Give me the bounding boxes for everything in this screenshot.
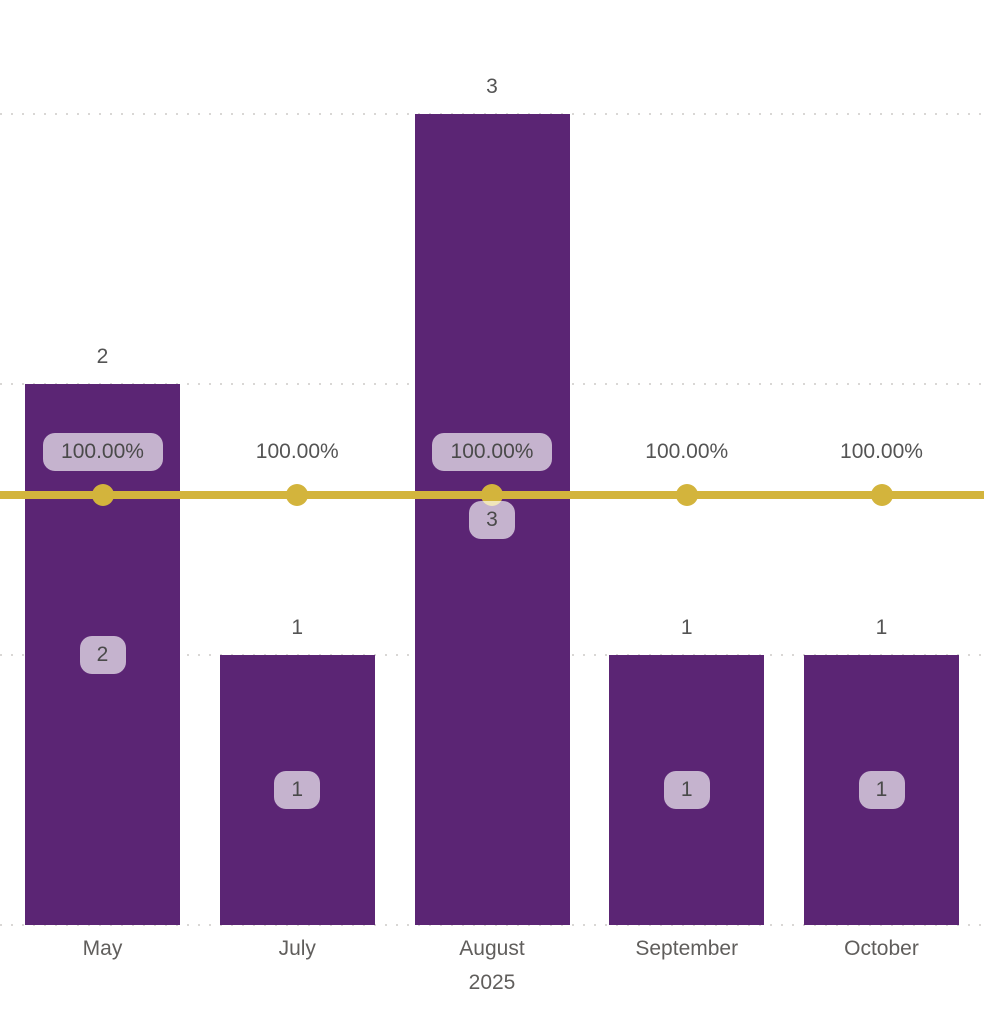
bar-inside-badge-may: 2 (79, 635, 126, 674)
bar-inside-badge-august: 3 (469, 500, 515, 539)
x-tick-october[interactable]: October (787, 932, 977, 966)
line-marker-july[interactable] (286, 483, 309, 506)
percent-label-september: 100.00% (645, 440, 729, 463)
x-tick-september[interactable]: September (592, 932, 782, 966)
bar-value-label-september: 1 (680, 615, 693, 639)
line-marker-september[interactable] (675, 483, 698, 506)
gridline-0 (0, 924, 984, 926)
percent-label-july: 100.00% (255, 440, 339, 463)
x-tick-label-september: September (635, 937, 739, 960)
x-tick-label-july: July (278, 937, 316, 960)
x-tick-may[interactable]: May (8, 932, 198, 966)
bar-value-label-october: 1 (875, 615, 888, 639)
percent-label-august: 100.00% (432, 433, 552, 471)
bar-inside-badge-september: 1 (663, 770, 710, 809)
x-tick-sublabel-august: 2025 (468, 971, 516, 994)
x-tick-august[interactable]: August 2025 (397, 932, 587, 1000)
bar-value-label-july: 1 (291, 615, 304, 639)
bar-value-label-may: 2 (96, 345, 109, 369)
percent-label-october: 100.00% (840, 440, 923, 463)
line-marker-october[interactable] (870, 483, 893, 506)
bar-value-label-august: 3 (486, 75, 498, 98)
percent-label-may: 100.00% (42, 433, 163, 471)
x-tick-july[interactable]: July (202, 932, 392, 966)
line-marker-august[interactable] (481, 483, 503, 506)
x-tick-label-august: August (459, 937, 525, 960)
line-marker-may[interactable] (91, 483, 114, 506)
x-tick-label-october: October (844, 937, 919, 960)
bar-inside-badge-october: 1 (858, 770, 905, 809)
x-tick-label-may: May (82, 937, 123, 960)
bar-inside-badge-july: 1 (274, 770, 321, 809)
